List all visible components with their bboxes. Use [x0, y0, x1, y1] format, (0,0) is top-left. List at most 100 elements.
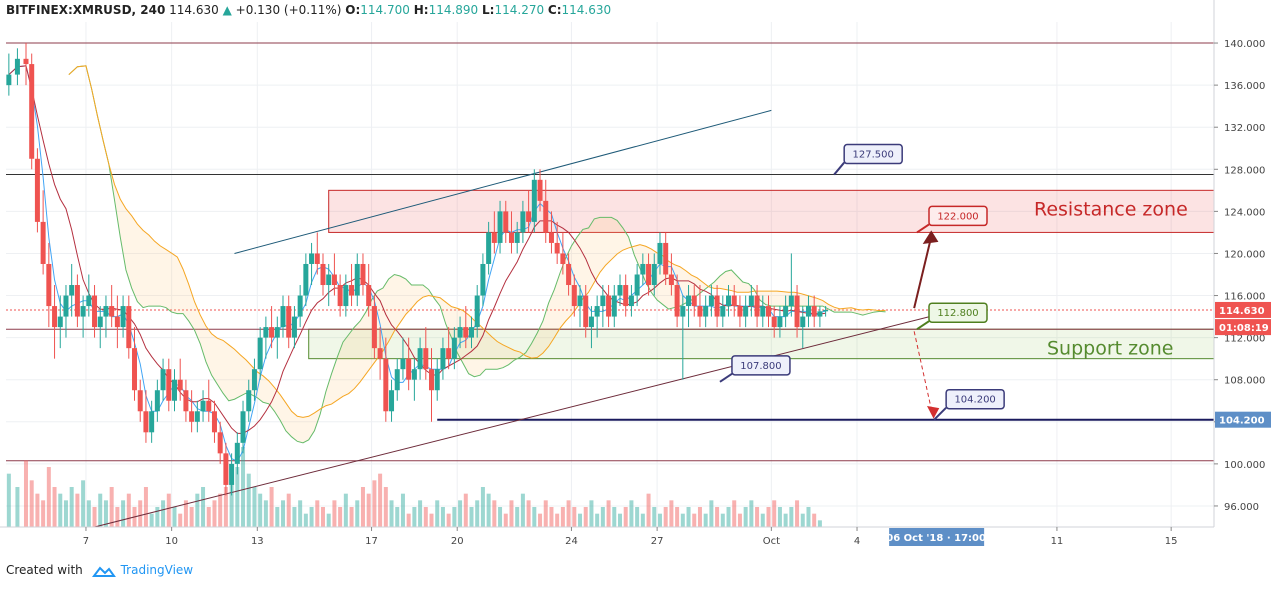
candle-body: [720, 306, 726, 317]
candle-body: [474, 295, 480, 328]
volume-bar: [452, 507, 457, 527]
candle-body: [434, 369, 440, 391]
candle-body: [634, 274, 640, 296]
volume-bar: [686, 507, 691, 527]
candle-body: [446, 348, 452, 359]
volume-bar: [646, 493, 651, 527]
candle-body: [514, 232, 520, 243]
candle-body: [697, 306, 703, 317]
candle-body: [29, 64, 35, 159]
volume-bar: [281, 500, 286, 527]
annotation-box: [928, 302, 988, 323]
volume-bar: [349, 507, 354, 527]
current-time-label: 06 Oct '18 · 17:00: [886, 533, 986, 544]
candle-body: [234, 442, 240, 464]
candle-body: [251, 369, 257, 391]
volume-bar: [440, 507, 445, 527]
candle-body: [811, 306, 817, 317]
candle-body: [754, 295, 760, 317]
candle-body: [177, 379, 183, 391]
volume-bar: [252, 487, 257, 527]
volume-bar: [383, 487, 388, 527]
candle-body: [206, 400, 212, 412]
last-price: 114.630: [169, 3, 219, 17]
volume-bar: [315, 500, 320, 527]
candle-body: [383, 358, 389, 412]
candle-body: [406, 358, 412, 380]
annotation-leader: [916, 320, 930, 331]
candle-body: [543, 200, 549, 233]
candle-body: [577, 295, 583, 307]
volume-bar: [423, 507, 428, 527]
candle-body: [726, 295, 732, 307]
candle-body: [389, 390, 395, 412]
annotation-leader: [916, 223, 930, 234]
span-a-line: [68, 65, 886, 444]
candle-body: [463, 327, 469, 338]
candle-body: [154, 390, 160, 412]
volume-bar: [223, 487, 228, 527]
candle-body: [309, 253, 315, 264]
volume-bar: [663, 507, 668, 527]
volume-bar: [657, 513, 662, 527]
candle-body: [560, 253, 566, 264]
annotation-leader: [933, 406, 947, 421]
volume-bar: [378, 473, 383, 527]
price-change: +0.130 (+0.11%): [235, 3, 342, 17]
volume-bar: [617, 513, 622, 527]
candle-body: [737, 306, 743, 317]
candle-body: [149, 411, 155, 433]
y-tick-label: 112.000: [1224, 334, 1265, 345]
candle-body: [566, 263, 572, 286]
y-tick-label: 124.000: [1224, 207, 1265, 218]
level-tag-bg: [1215, 411, 1271, 428]
arrow-down-icon: [926, 406, 940, 419]
candle-body: [794, 295, 800, 328]
volume-bar: [269, 487, 274, 527]
candle-body: [394, 369, 400, 391]
candle-body: [257, 337, 263, 370]
volume-bar: [732, 500, 737, 527]
candle-body: [34, 158, 40, 222]
volume-bar: [600, 507, 605, 527]
close-label: C:: [547, 3, 562, 17]
volume-bar: [229, 480, 234, 527]
candle-body: [491, 232, 497, 243]
volume-bar: [795, 500, 800, 527]
volume-bar: [578, 513, 583, 527]
annotation-label: 112.800: [937, 308, 978, 319]
volume-bar: [75, 493, 80, 527]
candle-body: [326, 274, 332, 286]
candles: [6, 43, 829, 496]
candle-timer-tag-bg: [1215, 319, 1271, 336]
last-price-tag-bg: [1215, 301, 1271, 318]
volume-bar: [15, 487, 20, 527]
volume-bar: [309, 507, 314, 527]
candle-body: [194, 411, 200, 422]
level-tag: 104.200: [1219, 416, 1265, 427]
candle-body: [571, 285, 577, 307]
annotation-label: 127.500: [853, 150, 894, 161]
volume-bar: [292, 507, 297, 527]
candle-body: [211, 411, 217, 433]
volume-bar: [560, 507, 565, 527]
volume-bar: [69, 487, 74, 527]
volume-bar: [755, 507, 760, 527]
candle-body: [291, 316, 297, 338]
candle-body: [680, 306, 686, 317]
candle-body: [451, 337, 457, 359]
volume-bar: [395, 507, 400, 527]
tradingview-link[interactable]: TradingView: [120, 563, 194, 577]
candle-body: [748, 295, 754, 307]
candle-body: [600, 295, 606, 307]
volume-bar: [109, 487, 114, 527]
volume-bar: [338, 507, 343, 527]
volume-bar: [366, 493, 371, 527]
volume-bar: [189, 507, 194, 527]
x-tick-label: 17: [365, 536, 378, 547]
symbol-header: BITFINEX:XMRUSD, 240 114.630 ▲ +0.130 (+…: [6, 3, 611, 17]
volume-bar: [532, 507, 537, 527]
resistance-zone-label: Resistance zone: [1034, 198, 1188, 220]
